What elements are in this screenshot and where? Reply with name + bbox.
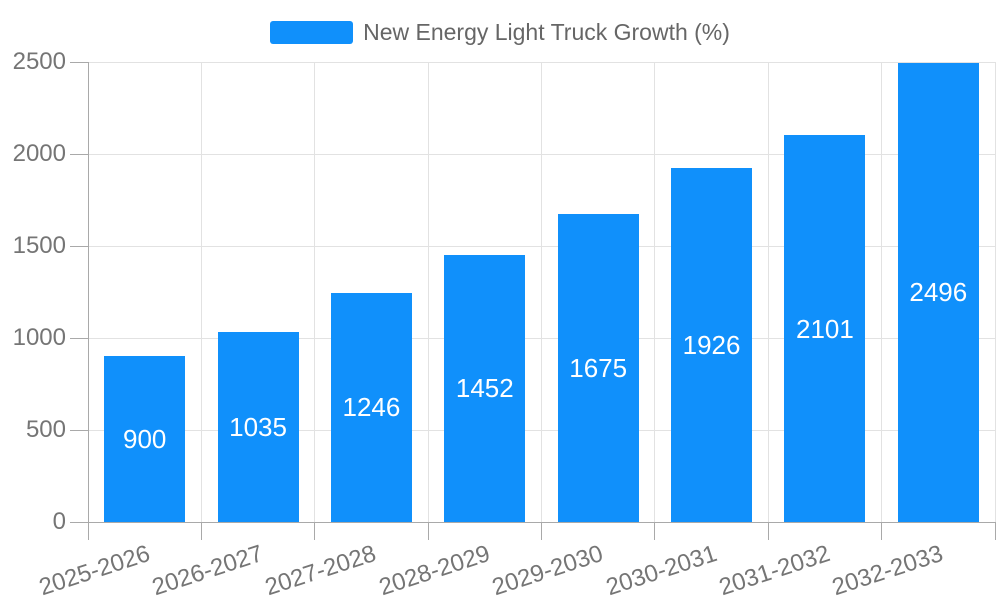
- legend-swatch: [270, 21, 354, 44]
- x-axis-tick: [87, 522, 89, 540]
- chart-legend: New Energy Light Truck Growth (%): [0, 19, 1000, 46]
- x-gridline: [314, 62, 316, 522]
- x-axis-label: 2028-2029: [375, 540, 494, 600]
- x-axis-tick: [200, 522, 202, 540]
- bar-value-label: 1035: [229, 411, 287, 442]
- legend-item[interactable]: New Energy Light Truck Growth (%): [270, 19, 730, 46]
- bar: [104, 356, 186, 522]
- y-axis-label: 1500: [12, 232, 66, 259]
- x-axis-line: [88, 521, 995, 523]
- y-axis-tick: [70, 61, 88, 63]
- x-gridline: [200, 62, 202, 522]
- y-axis-tick: [70, 245, 88, 247]
- x-gridline: [994, 62, 996, 522]
- x-axis-tick: [994, 522, 996, 540]
- y-axis-label: 1000: [12, 324, 66, 351]
- bar-value-label: 1246: [342, 392, 401, 423]
- x-axis-tick: [541, 522, 542, 540]
- x-axis-label: 2031-2032: [715, 540, 834, 600]
- bar: [444, 254, 526, 522]
- x-gridline: [541, 62, 542, 522]
- y-axis-tick: [70, 429, 88, 431]
- y-axis-label: 0: [52, 508, 66, 535]
- x-axis-tick: [881, 522, 883, 540]
- bar: [330, 292, 412, 522]
- x-axis-label: 2026-2027: [148, 540, 267, 600]
- bar-value-label: 1926: [682, 329, 741, 360]
- y-axis-tick: [70, 153, 88, 155]
- x-gridline: [654, 62, 656, 522]
- bar-value-label: 2496: [909, 277, 968, 308]
- bar: [897, 62, 979, 522]
- x-axis-label: 2025-2026: [35, 540, 154, 600]
- x-gridline: [427, 62, 429, 522]
- y-axis-label: 2000: [12, 140, 66, 167]
- x-axis-label: 2030-2031: [602, 540, 720, 600]
- y-axis-line: [87, 62, 89, 522]
- bar-value-label: 2101: [796, 313, 854, 344]
- bar-value-label: 1675: [569, 352, 628, 383]
- x-axis-label: 2027-2028: [262, 540, 380, 600]
- y-axis-label: 2500: [12, 48, 66, 75]
- x-axis-tick: [314, 522, 316, 540]
- x-axis-tick: [654, 522, 656, 540]
- bar: [557, 213, 639, 522]
- bar: [784, 135, 866, 522]
- bar: [217, 331, 299, 522]
- x-axis-tick: [427, 522, 429, 540]
- x-axis-tick: [767, 522, 769, 540]
- bar-value-label: 1452: [455, 373, 514, 404]
- x-axis-label: 2032-2033: [829, 540, 947, 600]
- x-axis-label: 2029-2030: [489, 540, 607, 600]
- legend-label: New Energy Light Truck Growth (%): [363, 19, 730, 45]
- y-axis-tick: [70, 521, 88, 523]
- y-axis-label: 500: [25, 416, 66, 443]
- bar-value-label: 900: [122, 424, 167, 455]
- y-axis-tick: [70, 337, 88, 339]
- x-gridline: [881, 62, 883, 522]
- x-gridline: [767, 62, 769, 522]
- bar: [671, 167, 753, 522]
